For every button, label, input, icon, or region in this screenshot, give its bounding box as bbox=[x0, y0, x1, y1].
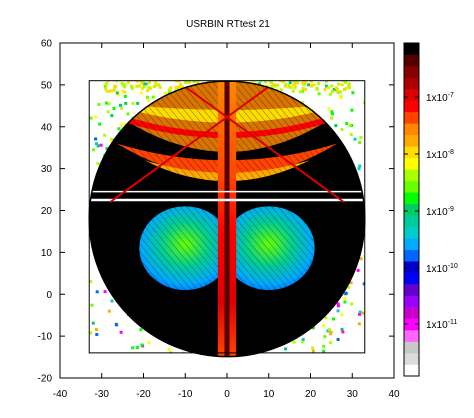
cross-line bbox=[109, 81, 278, 203]
y-tick-label: -20 bbox=[38, 374, 53, 385]
colorbar-segment bbox=[404, 111, 419, 124]
colorbar-segment bbox=[404, 100, 419, 113]
colorbar: 1x10-11 1x10-10 1x10-9 1x10-8 1x10-7 bbox=[403, 42, 458, 377]
circle-content bbox=[89, 81, 365, 357]
x-tick-label: 10 bbox=[263, 389, 275, 400]
cross-line bbox=[176, 81, 345, 203]
y-tick-label: 10 bbox=[41, 248, 53, 259]
x-tick-label: 40 bbox=[388, 389, 400, 400]
colorbar-segment bbox=[404, 180, 419, 193]
colorbar-label: 1x10-9 bbox=[426, 206, 454, 218]
colorbar-label: 1x10-8 bbox=[426, 149, 454, 161]
colorbar-segment bbox=[404, 307, 419, 319]
y-tick-label: 40 bbox=[41, 122, 53, 133]
plot-area bbox=[88, 80, 366, 358]
colorbar-segment bbox=[404, 215, 419, 228]
colorbar-segment bbox=[404, 341, 419, 354]
colorbar-segment bbox=[404, 146, 419, 159]
y-tick-label: 60 bbox=[41, 39, 53, 50]
colorbar-label: 1x10-11 bbox=[426, 319, 457, 331]
colorbar-segment bbox=[404, 272, 419, 285]
x-tick-label: 30 bbox=[347, 389, 359, 400]
colorbar-segment bbox=[404, 192, 419, 205]
y-tick-label: -10 bbox=[38, 332, 53, 343]
colorbar-label: 1x10-10 bbox=[426, 263, 458, 275]
colorbar-frame bbox=[403, 42, 420, 377]
y-tick-label: 0 bbox=[46, 290, 52, 301]
colorbar-segment bbox=[404, 364, 419, 377]
colorbar-segment bbox=[404, 65, 419, 78]
colorbar-segment bbox=[404, 249, 419, 262]
y-tick-label: 50 bbox=[41, 80, 53, 91]
colorbar-segment bbox=[404, 43, 419, 55]
colorbar-segment bbox=[404, 157, 419, 170]
colorbar-segment bbox=[404, 318, 419, 331]
colorbar-segment bbox=[404, 77, 419, 90]
x-tick-label: -40 bbox=[53, 389, 68, 400]
x-tick-label: -30 bbox=[95, 389, 110, 400]
colorbar-segment bbox=[404, 353, 419, 365]
colorbar-segment bbox=[404, 54, 419, 67]
colorbar-segment bbox=[404, 330, 419, 342]
colorbar-segment bbox=[404, 203, 419, 216]
colorbar-segment bbox=[404, 134, 419, 147]
square-outline bbox=[88, 80, 366, 354]
y-tick-label: 30 bbox=[41, 164, 53, 175]
colorbar-segment bbox=[404, 295, 419, 308]
colorbar-segment bbox=[404, 238, 419, 250]
x-tick-label: 20 bbox=[305, 389, 317, 400]
colorbar-segment bbox=[404, 169, 419, 182]
colorbar-segment bbox=[404, 284, 419, 296]
colorbar-segment bbox=[404, 88, 419, 101]
x-tick-label: -20 bbox=[136, 389, 151, 400]
colorbar-segment bbox=[404, 261, 419, 273]
x-tick-label: -10 bbox=[178, 389, 193, 400]
chart-title: USRBIN RTtest 21 bbox=[186, 19, 270, 30]
y-tick-label: 20 bbox=[41, 206, 53, 217]
colorbar-label: 1x10-7 bbox=[426, 92, 454, 104]
axes: -40 -30 -20 -10 0 10 20 30 40 -20 -10 0 10 20 30 40 50 60 bbox=[38, 39, 400, 401]
colorbar-segment bbox=[404, 123, 419, 136]
x-tick-label: 0 bbox=[224, 389, 230, 400]
colorbar-segment bbox=[404, 226, 419, 239]
